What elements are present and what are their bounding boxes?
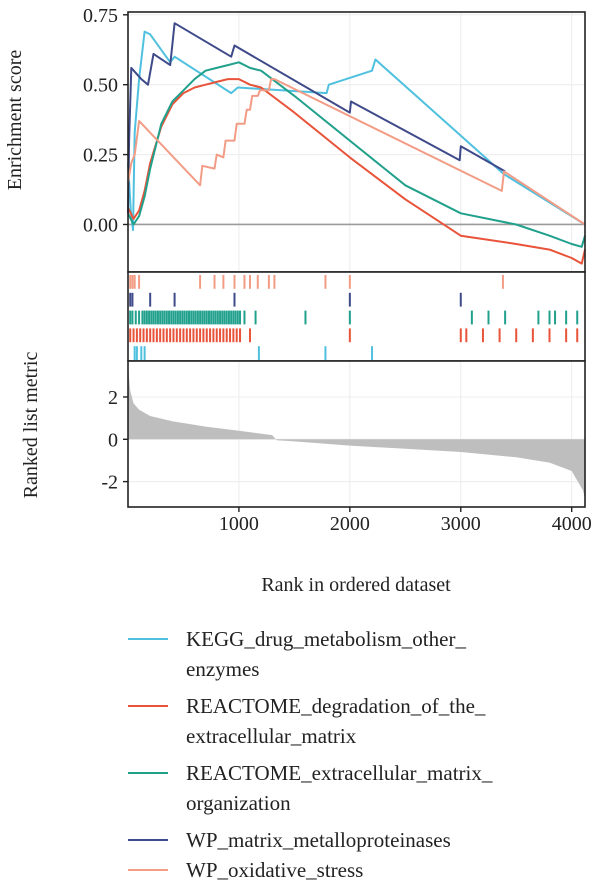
- legend-label: WP_matrix_metalloproteinases: [186, 828, 451, 852]
- x-axis-label: Rank in ordered dataset: [261, 574, 451, 596]
- y-tick-label: 0: [108, 429, 118, 451]
- legend-label: WP_oxidative_stress: [186, 858, 363, 882]
- gene-hit-panel: [127, 271, 586, 362]
- y-tick-label: 0.75: [83, 5, 118, 27]
- legend-label: REACTOME_extracellular_matrix_: [186, 761, 493, 785]
- enrichment-line-3: [127, 22, 506, 214]
- legend-item: KEGG_drug_metabolism_other_enzymes: [128, 627, 466, 681]
- legend-label: extracellular_matrix: [186, 724, 357, 748]
- metric-frame: [127, 360, 586, 508]
- x-tick-label: 2000: [330, 513, 370, 535]
- enrichment-score-panel: 0.75 0.50 0.25 0.00: [83, 5, 586, 273]
- x-tick-label: 4000: [552, 513, 592, 535]
- legend-label: enzymes: [186, 657, 259, 681]
- enrichment-score-axis-label: Enrichment score: [4, 50, 26, 191]
- y-tick-label: 2: [108, 387, 118, 409]
- legend-label: KEGG_drug_metabolism_other_: [186, 627, 466, 651]
- enrichment-line-0: [127, 30, 586, 232]
- enrichment-plot-area: [128, 12, 585, 272]
- ranked-metric-panel: 2 0 -2 1000 2000 3000 4000: [101, 360, 592, 535]
- legend-item: WP_oxidative_stress: [128, 858, 363, 882]
- legend-label: REACTOME_degradation_of_the_: [186, 694, 486, 718]
- enrichment-line-4: [127, 78, 586, 226]
- legend-label: organization: [186, 791, 291, 815]
- x-tick-label: 3000: [441, 513, 481, 535]
- legend-item: REACTOME_extracellular_matrix_ organizati…: [128, 761, 493, 815]
- y-tick-label: 0.25: [83, 145, 118, 167]
- y-tick-label: 0.00: [83, 214, 118, 236]
- y-tick-label: -2: [101, 472, 118, 494]
- y-tick-label: 0.50: [83, 75, 118, 97]
- legend: KEGG_drug_metabolism_other_enzymes REACTO…: [128, 627, 493, 882]
- ranked-metric-axis-label: Ranked list metric: [20, 352, 42, 499]
- legend-item: REACTOME_degradation_of_the_ extracellula…: [128, 694, 486, 748]
- x-tick-label: 1000: [219, 513, 259, 535]
- enrichment-line-1: [127, 78, 586, 265]
- metric-area: [128, 365, 585, 499]
- legend-item: WP_matrix_metalloproteinases: [128, 828, 451, 852]
- enrichment-line-2: [127, 61, 586, 248]
